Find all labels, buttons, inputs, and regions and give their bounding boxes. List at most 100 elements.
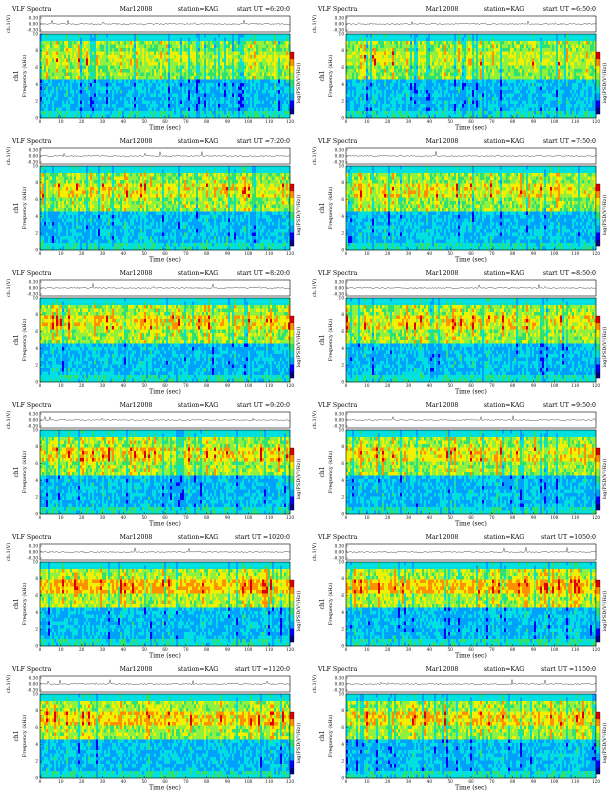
waveform-ylabel: ch.1(V): [5, 675, 12, 693]
waveform-tick-label: 0.00: [29, 285, 39, 290]
y-axis-label: Frequency (kHz): [21, 187, 28, 230]
waveform-ylabel: ch.1(V): [5, 15, 12, 33]
x-tick-label: 60: [468, 383, 474, 388]
waveform-frame: [39, 411, 291, 429]
colorbar-segment: [290, 316, 294, 324]
waveform-tick-label: -0.30: [333, 291, 344, 296]
colorbar-segment: [596, 316, 600, 324]
panel-station: station=KAG: [484, 534, 525, 541]
colorbar-segment: [596, 100, 600, 108]
waveform-tick-label: -0.30: [27, 555, 38, 560]
x-tick-label: 40: [427, 647, 433, 652]
x-tick-label: 60: [468, 251, 474, 256]
x-tick-label: 100: [244, 647, 252, 652]
x-tick-label: 30: [100, 119, 106, 124]
x-tick-label: 40: [121, 779, 127, 784]
colorbar-segment: [596, 58, 600, 66]
colorbar-segment: [596, 72, 600, 80]
x-tick-label: 100: [550, 119, 558, 124]
colorbar-segment: [596, 93, 600, 101]
waveform-ylabel: ch.1(V): [5, 411, 12, 429]
waveform-frame: [345, 147, 597, 165]
channel-label: ch1: [319, 598, 326, 609]
waveform-tick-label: -0.30: [333, 423, 344, 428]
y-tick-label: 6: [341, 197, 344, 202]
channel-label: ch1: [319, 466, 326, 477]
x-tick-label: 120: [592, 515, 600, 520]
panel-station: station=KAG: [178, 666, 219, 673]
x-tick-label: 10: [364, 779, 370, 784]
panel-title: VLF Spectra: [317, 138, 358, 145]
panel-start-time: start UT =8:20:0: [237, 270, 290, 277]
colorbar-segment: [596, 739, 600, 747]
x-tick-label: 120: [286, 779, 294, 784]
colorbar-segment: [290, 218, 294, 226]
x-tick-label: 30: [406, 779, 412, 784]
x-tick-label: 120: [592, 251, 600, 256]
x-tick-label: 50: [141, 647, 147, 652]
colorbar-segment: [290, 614, 294, 622]
waveform-tick-label: 0.00: [335, 549, 345, 554]
x-tick-label: 120: [592, 383, 600, 388]
x-tick-label: 70: [183, 647, 189, 652]
waveform-tick-label: 0.30: [29, 411, 39, 416]
x-tick-label: 0: [345, 515, 348, 520]
colorbar-segment: [290, 732, 294, 740]
colorbar-segment: [596, 712, 600, 720]
colorbar-segment: [290, 371, 294, 379]
colorbar-segment: [596, 621, 600, 629]
spectrogram-panel: VLF Spectra Mar12008 station=KAG start UT =…: [306, 136, 612, 264]
panel-title: VLF Spectra: [11, 6, 52, 13]
x-tick-label: 70: [489, 647, 495, 652]
x-tick-label: 30: [406, 251, 412, 256]
panel-station: station=KAG: [484, 6, 525, 13]
panel-title: VLF Spectra: [317, 6, 358, 13]
x-tick-label: 110: [265, 251, 273, 256]
waveform-tick-label: 0.00: [29, 153, 39, 158]
waveform-trace: [39, 547, 291, 554]
colorbar-frame: [595, 315, 601, 379]
colorbar-frame: [289, 711, 295, 775]
colorbar-segment: [290, 767, 294, 775]
spectrogram-panel: VLF Spectra Mar12008 station=KAG start UT =…: [0, 4, 306, 132]
x-tick-label: 0: [39, 119, 42, 124]
y-tick-label: 6: [35, 65, 38, 70]
x-tick-label: 70: [489, 779, 495, 784]
waveform-frame: [39, 543, 291, 561]
channel-label: ch1: [13, 730, 20, 741]
colorbar-segment: [290, 232, 294, 240]
x-tick-label: 100: [244, 383, 252, 388]
colorbar-segment: [290, 600, 294, 608]
x-tick-label: 120: [286, 383, 294, 388]
x-tick-label: 30: [100, 647, 106, 652]
y-tick-label: 0: [341, 643, 344, 648]
spectrogram-chart: VLF Spectra Mar12008 station=KAG start UT =…: [5, 270, 302, 396]
spectrogram-chart: VLF Spectra Mar12008 station=KAG start UT =…: [311, 534, 608, 660]
colorbar-segment: [596, 628, 600, 636]
spectrogram-chart: VLF Spectra Mar12008 station=KAG start UT =…: [311, 138, 608, 264]
spectrogram-panel: VLF Spectra Mar12008 station=KAG start UT =…: [306, 400, 612, 528]
x-tick-label: 100: [244, 515, 252, 520]
colorbar-segment: [290, 760, 294, 768]
x-tick-label: 100: [550, 647, 558, 652]
x-tick-label: 120: [286, 647, 294, 652]
colorbar-label: log(PSD(V²/Hz)): [295, 723, 302, 764]
waveform-trace: [345, 151, 597, 158]
panel-title: VLF Spectra: [11, 666, 52, 673]
y-axis-label: Frequency (kHz): [327, 55, 334, 98]
waveform-tick-label: 0.00: [29, 549, 39, 554]
colorbar-segment: [596, 343, 600, 351]
y-tick-label: 10: [33, 559, 39, 564]
waveform-tick-label: 0.30: [335, 675, 345, 680]
panel-date: Mar12008: [120, 6, 153, 13]
y-axis-label: Frequency (kHz): [327, 451, 334, 494]
colorbar-segment: [290, 329, 294, 337]
x-tick-label: 50: [447, 647, 453, 652]
y-axis-label: Frequency (kHz): [327, 187, 334, 230]
colorbar-segment: [596, 753, 600, 761]
panel-date: Mar12008: [120, 666, 153, 673]
panel-date: Mar12008: [120, 534, 153, 541]
spectrogram-panel: VLF Spectra Mar12008 station=KAG start UT =…: [0, 532, 306, 660]
x-tick-label: 30: [100, 515, 106, 520]
